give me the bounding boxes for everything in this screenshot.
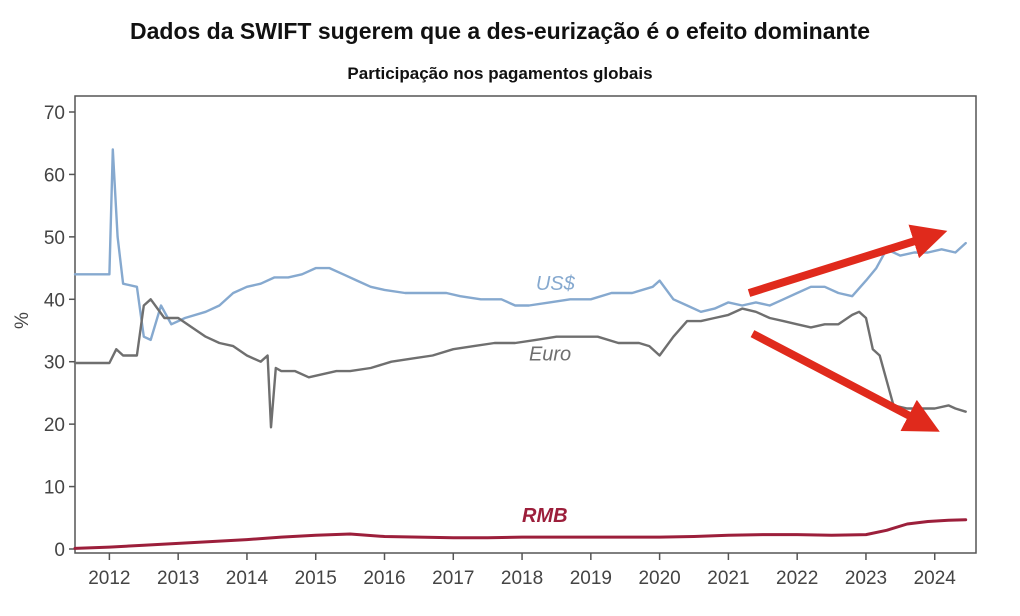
x-tick-label: 2015 <box>295 568 337 589</box>
y-tick-label: 10 <box>44 478 65 499</box>
chart-title: Dados da SWIFT sugerem que a des-eurizaç… <box>130 18 870 44</box>
x-tick-label: 2023 <box>845 568 887 589</box>
plot-frame <box>74 95 977 554</box>
x-tick-label: 2014 <box>226 568 269 589</box>
x-tick-label: 2018 <box>501 568 543 589</box>
y-axis: 0 10 20 30 40 50 60 70 <box>44 103 75 561</box>
series-labels: US$ Euro RMB <box>522 273 576 527</box>
series-line-usd <box>73 148 967 342</box>
y-tick-label: 0 <box>54 540 65 561</box>
series-label-usd: US$ <box>536 273 576 295</box>
series-label-rmb: RMB <box>522 505 568 527</box>
y-tick-label: 30 <box>44 353 65 374</box>
x-tick-label: 2012 <box>88 568 130 589</box>
series-label-euro: Euro <box>529 343 571 365</box>
series-line-rmb <box>73 518 968 550</box>
chart-subtitle: Participação nos pagamentos globais <box>347 64 653 83</box>
y-tick-label: 20 <box>44 415 65 436</box>
x-tick-label: 2016 <box>363 568 405 589</box>
x-tick-label: 2020 <box>638 568 680 589</box>
series-lines <box>73 148 968 550</box>
x-tick-label: 2013 <box>157 568 199 589</box>
y-tick-label: 60 <box>44 165 65 186</box>
x-tick-label: 2019 <box>570 568 612 589</box>
y-axis-label: % <box>12 312 33 329</box>
trend-arrow-down <box>750 330 940 432</box>
x-tick-label: 2017 <box>432 568 474 589</box>
y-tick-label: 70 <box>44 103 65 124</box>
y-tick-label: 40 <box>44 290 65 311</box>
x-tick-label: 2024 <box>914 568 957 589</box>
series-line-euro <box>73 298 967 429</box>
y-tick-label: 50 <box>44 228 65 249</box>
x-tick-label: 2022 <box>776 568 818 589</box>
x-axis: 2012 2013 2014 2015 2016 2017 2018 2019 2020 2021… <box>88 553 956 589</box>
x-tick-label: 2021 <box>707 568 749 589</box>
trend-arrow-up <box>747 224 948 297</box>
